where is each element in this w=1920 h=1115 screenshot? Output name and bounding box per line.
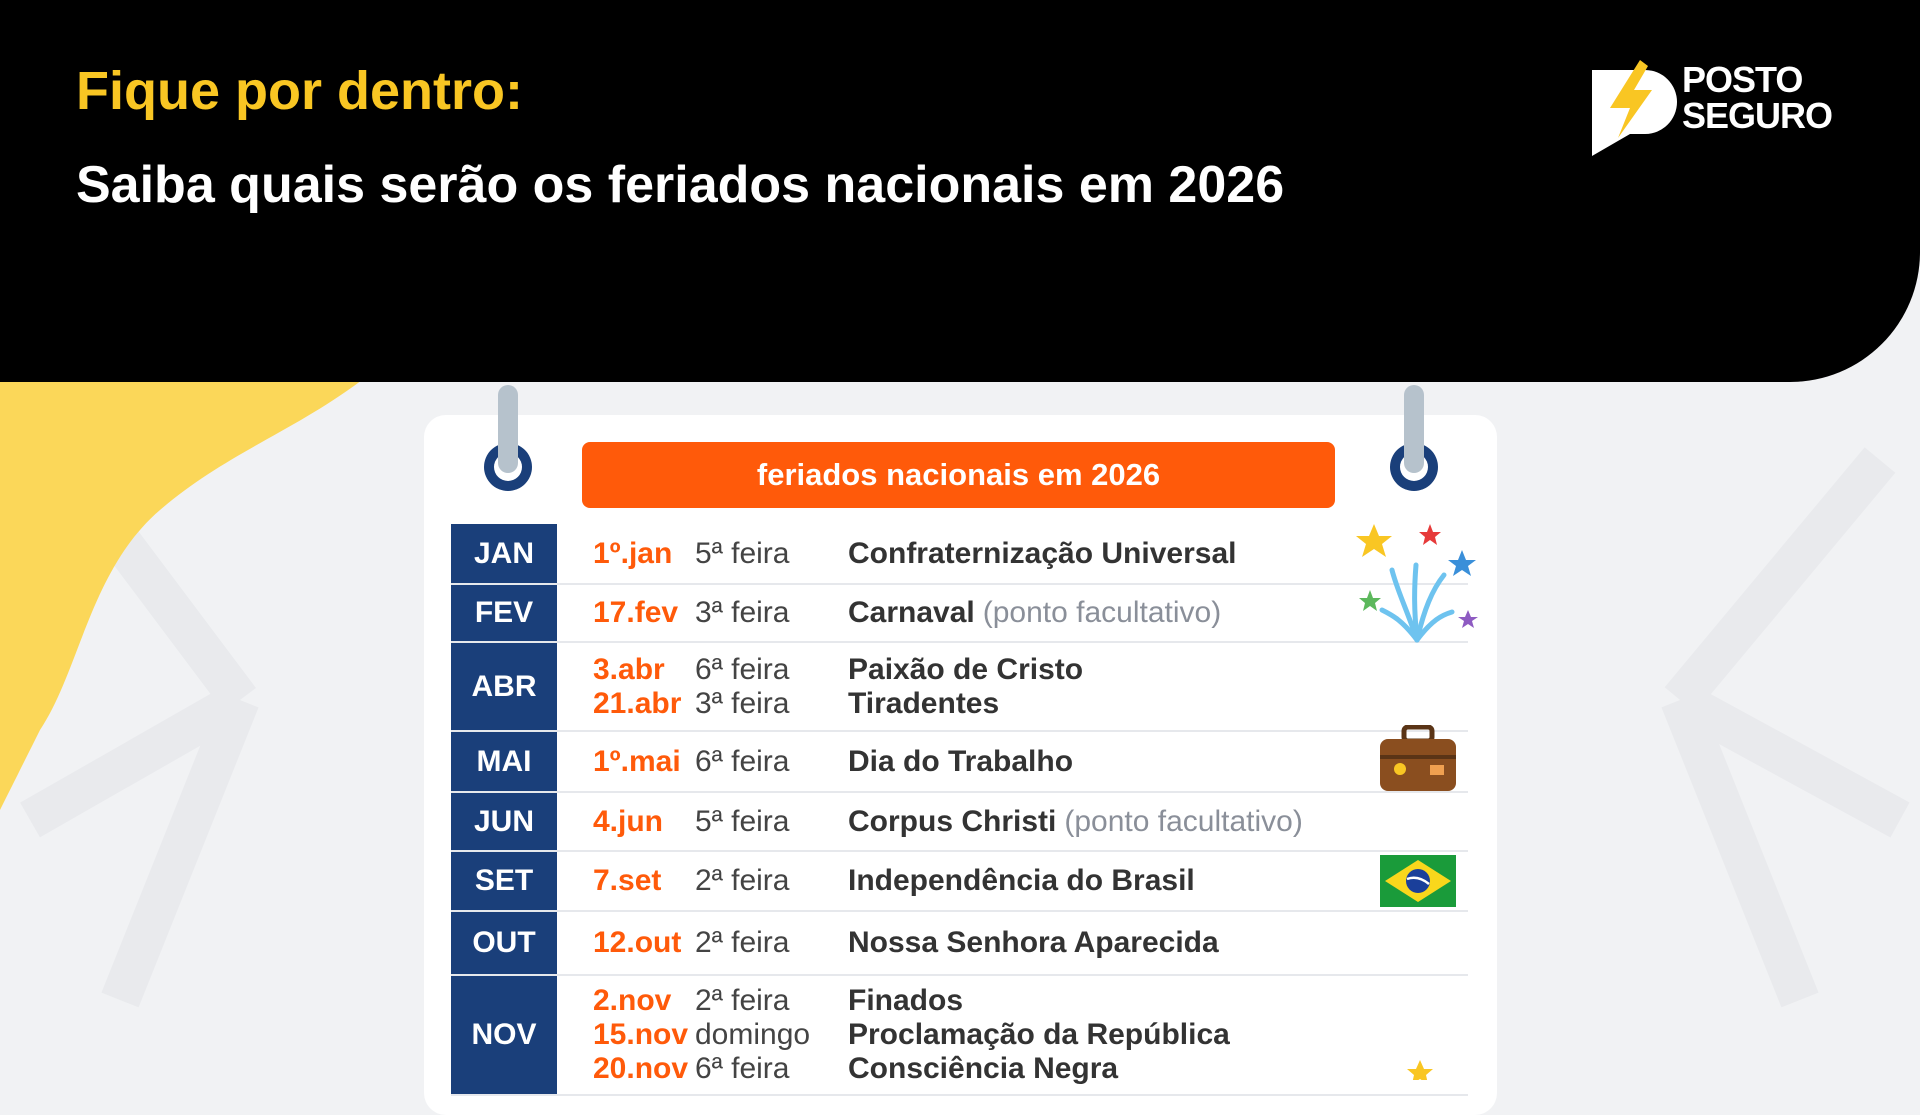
holiday-weekday: 3ª feira <box>695 686 790 720</box>
holiday-row-nov: NOV 2.nov 2ª feira Finados 15.nov domingo Proc… <box>451 976 1468 1096</box>
kicker-text: Fique por dentro: <box>76 61 523 121</box>
holiday-name: Corpus Christi <box>848 804 1057 838</box>
holiday-weekday: 2ª feira <box>695 864 790 897</box>
holiday-item: 1º.jan 5ª feira Confraternização Universal <box>557 537 1468 571</box>
holiday-item: 4.jun 5ª feira Corpus Christi (ponto facult… <box>557 805 1468 839</box>
month-label: JAN <box>451 524 557 583</box>
holiday-item: 2.nov 2ª feira Finados <box>557 984 1468 1018</box>
holiday-name: Dia do Trabalho <box>848 744 1074 778</box>
holiday-row-abr: ABR 3.abr 6ª feira Paixão de Cristo 21.abr 3ª… <box>451 643 1468 732</box>
holiday-name: Nossa Senhora Aparecida <box>848 926 1219 959</box>
holiday-weekday: 2ª feira <box>695 984 790 1017</box>
holiday-item: 20.nov 6ª feira Consciência Negra <box>557 1052 1468 1086</box>
page-title: Saiba quais serão os feriados nacionais … <box>76 156 1285 214</box>
holiday-date: 7.set <box>593 864 662 897</box>
holiday-name: Independência do Brasil <box>848 864 1195 897</box>
holiday-date: 1º.jan <box>593 536 673 570</box>
month-label: JUN <box>451 793 557 850</box>
holiday-row-jan: JAN 1º.jan 5ª feira Confraternização Univer… <box>451 524 1468 585</box>
holiday-item: 21.abr 3ª feira Tiradentes <box>557 687 1468 721</box>
month-label: OUT <box>451 912 557 974</box>
holiday-date: 2.nov <box>593 984 672 1017</box>
logo-mark-icon <box>1592 60 1677 156</box>
holiday-weekday: 2ª feira <box>695 926 790 959</box>
holiday-item: 3.abr 6ª feira Paixão de Cristo <box>557 653 1468 687</box>
logo-line2: SEGURO <box>1682 95 1833 136</box>
holiday-weekday: 5ª feira <box>695 536 790 570</box>
holiday-date: 17.fev <box>593 596 679 629</box>
briefcase-icon <box>1380 725 1456 791</box>
fireworks-icon <box>1356 524 1478 643</box>
holiday-name: Proclamação da República <box>848 1018 1230 1051</box>
brazil-flag-icon <box>1380 855 1456 907</box>
calendar-banner: feriados nacionais em 2026 <box>582 442 1335 508</box>
holiday-note: (ponto facultativo) <box>1064 804 1303 838</box>
month-label: NOV <box>451 976 557 1094</box>
holiday-date: 3.abr <box>593 652 665 686</box>
holiday-item: 7.set 2ª feira Independência do Brasil <box>557 864 1468 898</box>
holiday-date: 1º.mai <box>593 744 681 778</box>
holiday-item: 1º.mai 6ª feira Dia do Trabalho <box>557 745 1468 779</box>
holiday-date: 4.jun <box>593 804 664 838</box>
holiday-weekday: 6ª feira <box>695 1052 790 1085</box>
star-icon <box>1407 1060 1433 1080</box>
holiday-item: 17.fev 3ª feira Carnaval (ponto facultativo… <box>557 596 1468 630</box>
holiday-weekday: 6ª feira <box>695 652 790 686</box>
holiday-weekday: domingo <box>695 1018 811 1051</box>
holiday-weekday: 5ª feira <box>695 804 790 838</box>
holiday-row-out: OUT 12.out 2ª feira Nossa Senhora Aparecida <box>451 912 1468 976</box>
holiday-item: 15.nov domingo Proclamação da República <box>557 1018 1468 1052</box>
holiday-row-jun: JUN 4.jun 5ª feira Corpus Christi (ponto fac… <box>451 793 1468 852</box>
holiday-name: Tiradentes <box>848 686 1000 720</box>
holiday-date: 12.out <box>593 926 682 959</box>
holiday-weekday: 3ª feira <box>695 596 790 629</box>
logo-line1: POSTO <box>1682 59 1803 100</box>
posto-seguro-logo: POSTO SEGURO <box>1590 58 1840 158</box>
calendar-ring-icon <box>1390 385 1438 491</box>
calendar-card <box>424 415 1497 1115</box>
holiday-date: 15.nov <box>593 1018 689 1051</box>
holiday-name: Finados <box>848 984 964 1017</box>
holiday-name: Consciência Negra <box>848 1052 1119 1085</box>
header-banner: Fique por dentro: Saiba quais serão os f… <box>0 0 1920 382</box>
holiday-weekday: 6ª feira <box>695 744 790 778</box>
holiday-date: 21.abr <box>593 686 682 720</box>
yellow-blob <box>0 370 375 810</box>
holiday-name: Confraternização Universal <box>848 536 1237 570</box>
holiday-row-mai: MAI 1º.mai 6ª feira Dia do Trabalho <box>451 732 1468 793</box>
month-label: MAI <box>451 732 557 791</box>
holiday-row-fev: FEV 17.fev 3ª feira Carnaval (ponto facultat… <box>451 585 1468 643</box>
month-label: FEV <box>451 585 557 641</box>
holiday-date: 20.nov <box>593 1052 689 1085</box>
month-label: SET <box>451 852 557 910</box>
holiday-row-set: SET 7.set 2ª feira Independência do Brasil <box>451 852 1468 912</box>
holiday-name: Paixão de Cristo <box>848 652 1084 686</box>
calendar-ring-icon <box>484 385 532 491</box>
holiday-name: Carnaval <box>848 596 975 629</box>
holiday-note: (ponto facultativo) <box>982 596 1222 629</box>
month-label: ABR <box>451 643 557 730</box>
holiday-item: 12.out 2ª feira Nossa Senhora Aparecida <box>557 926 1468 960</box>
